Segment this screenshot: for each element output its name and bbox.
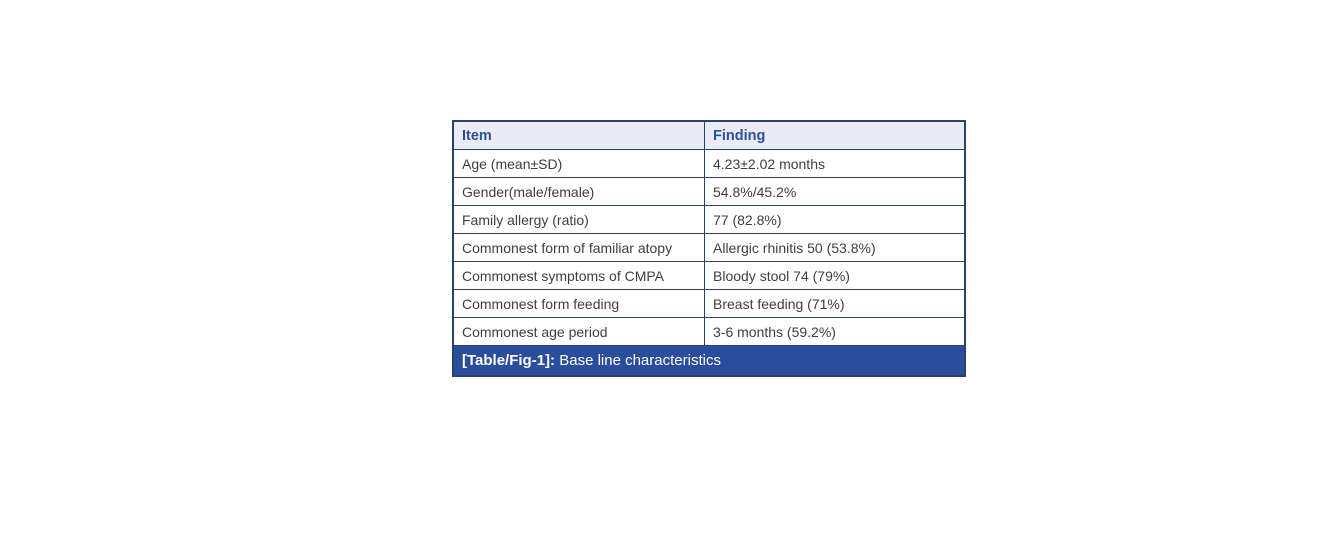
table-header-row: Item Finding	[454, 122, 964, 150]
finding-cell: 77 (82.8%)	[713, 211, 782, 228]
column-header-finding: Finding	[705, 122, 964, 149]
table-row: Commonest symptoms of CMPA Bloody stool …	[454, 262, 964, 290]
table-row: Gender(male/female) 54.8%/45.2%	[454, 178, 964, 206]
item-cell: Commonest age period	[454, 318, 705, 345]
finding-cell: Allergic rhinitis 50 (53.8%)	[713, 239, 876, 256]
table-caption-text: Base line characteristics	[559, 352, 721, 369]
table-row: Commonest form of familiar atopy Allergi…	[454, 234, 964, 262]
item-cell: Family allergy (ratio)	[454, 206, 705, 233]
table-row: Family allergy (ratio) 77 (82.8%)	[454, 206, 964, 234]
finding-cell: Breast feeding (71%)	[713, 295, 845, 312]
column-header-item: Item	[454, 122, 705, 149]
table-caption: [Table/Fig-1]: Base line characteristics	[454, 346, 964, 375]
table-caption-label: [Table/Fig-1]:	[462, 352, 556, 369]
baseline-characteristics-table: Item Finding Age (mean±SD) 4.23±2.02 mon…	[452, 120, 966, 377]
table-row: Commonest age period 3-6 months (59.2%)	[454, 318, 964, 346]
item-cell: Commonest form feeding	[454, 290, 705, 317]
table-row: Commonest form feeding Breast feeding (7…	[454, 290, 964, 318]
table-row: Age (mean±SD) 4.23±2.02 months	[454, 150, 964, 178]
item-cell: Commonest form of familiar atopy	[454, 234, 705, 261]
item-cell: Commonest symptoms of CMPA	[454, 262, 705, 289]
finding-cell: 3-6 months (59.2%)	[713, 323, 836, 340]
finding-cell: Bloody stool 74 (79%)	[713, 267, 850, 284]
finding-cell: 54.8%/45.2%	[713, 183, 797, 200]
finding-cell: 4.23±2.02 months	[713, 155, 825, 172]
item-cell: Age (mean±SD)	[454, 150, 705, 177]
item-cell: Gender(male/female)	[454, 178, 705, 205]
